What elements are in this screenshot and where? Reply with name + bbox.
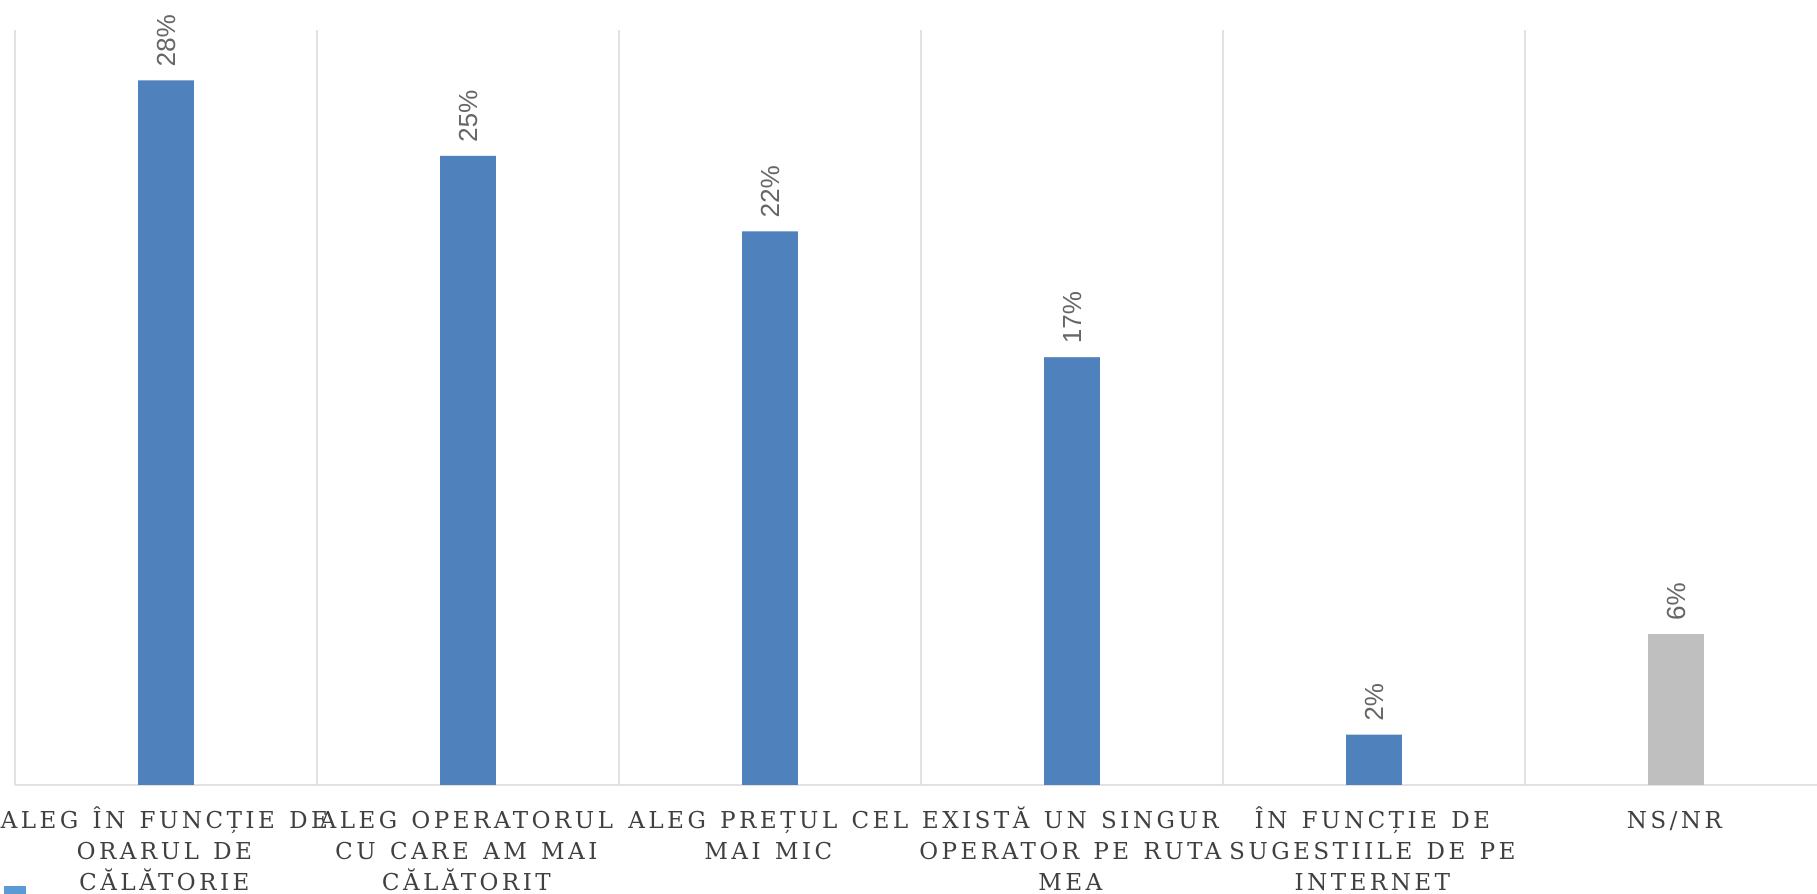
category-label: NS/NR bbox=[1627, 808, 1726, 834]
data-label: 25% bbox=[453, 90, 483, 142]
data-label: 6% bbox=[1661, 582, 1691, 620]
grid-lines bbox=[14, 30, 1817, 786]
data-labels: 28% 25% 22% 17% 2% 6% bbox=[151, 14, 1691, 720]
bar bbox=[1044, 357, 1100, 785]
category-labels: ALEG ÎN FUNCȚIE DE ORARUL DE CĂLĂTORIE ALEG… bbox=[0, 807, 1726, 894]
category-label: CU CARE AM MAI bbox=[335, 839, 601, 865]
bar bbox=[440, 155, 496, 786]
category-label: EXISTĂ UN SINGUR bbox=[922, 807, 1222, 834]
bar bbox=[1648, 634, 1704, 785]
category-label: ALEG PREȚUL CEL bbox=[627, 808, 911, 834]
category-label: ALEG OPERATORUL bbox=[319, 808, 617, 834]
category-label: ORARUL DE bbox=[77, 839, 256, 865]
bar bbox=[742, 231, 798, 786]
data-label: 22% bbox=[755, 165, 785, 217]
bar bbox=[138, 80, 194, 786]
category-label: CĂLĂTORIE bbox=[79, 869, 253, 894]
category-label: ÎN FUNCȚIE DE bbox=[1255, 807, 1494, 834]
category-label: MEA bbox=[1038, 870, 1105, 894]
category-label: SUGESTIILE DE PE bbox=[1229, 839, 1519, 865]
category-label: OPERATOR PE RUTA bbox=[919, 839, 1225, 865]
category-label: MAI MIC bbox=[704, 839, 835, 865]
category-label: ALEG ÎN FUNCȚIE DE bbox=[0, 807, 331, 834]
bars bbox=[138, 80, 1704, 786]
legend-marker bbox=[4, 886, 26, 894]
data-label: 2% bbox=[1359, 683, 1389, 721]
category-label: INTERNET bbox=[1295, 870, 1454, 894]
bar bbox=[1346, 734, 1402, 785]
data-label: 17% bbox=[1057, 291, 1087, 343]
data-label: 28% bbox=[151, 14, 181, 66]
category-label: CĂLĂTORIT bbox=[382, 869, 554, 894]
